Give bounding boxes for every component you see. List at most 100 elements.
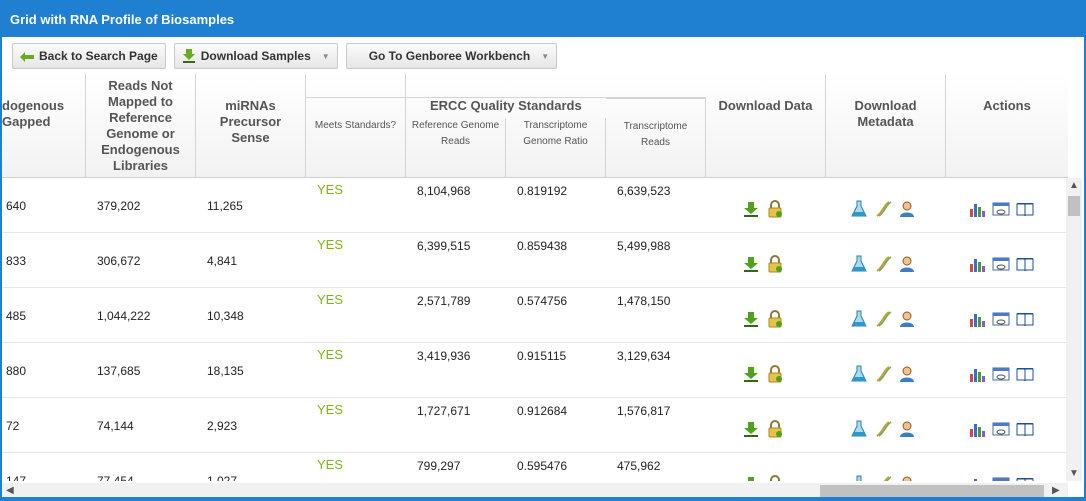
flask-icon[interactable] bbox=[850, 420, 868, 438]
link-window-icon[interactable] bbox=[992, 310, 1010, 328]
link-window-icon[interactable] bbox=[992, 365, 1010, 383]
dna-icon[interactable] bbox=[874, 255, 892, 273]
download-metadata-icons bbox=[850, 200, 916, 218]
link-window-icon[interactable] bbox=[992, 420, 1010, 438]
toolbar: Back to Search Page Download Samples ▼ G… bbox=[2, 37, 1084, 75]
scroll-right-icon[interactable]: ▶ bbox=[1052, 485, 1060, 496]
cell-reads-not-mapped: 137,685 bbox=[97, 364, 141, 378]
dna-icon[interactable] bbox=[874, 475, 892, 481]
col-endogenous-gapped[interactable]: dogenous Gapped bbox=[2, 74, 86, 178]
horizontal-scroll-thumb[interactable] bbox=[820, 485, 1044, 497]
bar-chart-icon[interactable] bbox=[968, 475, 986, 481]
book-icon[interactable] bbox=[1016, 310, 1034, 328]
book-icon[interactable] bbox=[1016, 255, 1034, 273]
dna-icon[interactable] bbox=[874, 365, 892, 383]
dna-icon[interactable] bbox=[874, 310, 892, 328]
flask-icon[interactable] bbox=[850, 475, 868, 481]
padlock-icon[interactable] bbox=[766, 255, 784, 273]
cell-transcriptome-genome-ratio: 0.859438 bbox=[517, 239, 568, 253]
bar-chart-icon[interactable] bbox=[968, 255, 986, 273]
bar-chart-icon[interactable] bbox=[968, 365, 986, 383]
col-download-metadata[interactable]: Download Metadata bbox=[826, 74, 946, 178]
cell-reads-not-mapped: 306,672 bbox=[97, 254, 141, 268]
person-icon[interactable] bbox=[898, 365, 916, 383]
table-row: 640 379,202 11,265 YES 8,104,968 0.81919… bbox=[2, 178, 1068, 233]
cell-transcriptome-genome-ratio: 0.595476 bbox=[517, 459, 568, 473]
col-actions[interactable]: Actions bbox=[983, 98, 1031, 113]
cell-mirnas-precursor: 2,923 bbox=[207, 419, 238, 433]
padlock-icon[interactable] bbox=[766, 200, 784, 218]
download-arrow-icon[interactable] bbox=[742, 365, 760, 383]
padlock-icon[interactable] bbox=[766, 475, 784, 481]
download-samples-label: Download Samples bbox=[200, 49, 311, 63]
person-icon[interactable] bbox=[898, 420, 916, 438]
flask-icon[interactable] bbox=[850, 365, 868, 383]
action-icons bbox=[968, 365, 1034, 383]
genboree-workbench-label: Go To Genboree Workbench bbox=[368, 49, 531, 63]
cell-transcriptome-genome-ratio: 0.819192 bbox=[517, 184, 568, 198]
col-mirnas-precursor[interactable]: miRNAs Precursor Sense bbox=[196, 74, 306, 178]
book-icon[interactable] bbox=[1016, 475, 1034, 481]
vertical-scrollbar[interactable]: ▲ ▼ bbox=[1066, 178, 1082, 481]
scroll-up-icon[interactable]: ▲ bbox=[1069, 180, 1079, 191]
chevron-down-icon: ▼ bbox=[321, 51, 330, 61]
cell-reference-genome-reads: 8,104,968 bbox=[417, 184, 471, 198]
back-to-search-button[interactable]: Back to Search Page bbox=[12, 43, 166, 69]
cell-reads-not-mapped: 77,454 bbox=[97, 474, 134, 481]
download-samples-button[interactable]: Download Samples ▼ bbox=[173, 43, 338, 69]
padlock-icon[interactable] bbox=[766, 420, 784, 438]
padlock-icon[interactable] bbox=[766, 365, 784, 383]
action-icons bbox=[968, 420, 1034, 438]
cell-transcriptome-reads: 475,962 bbox=[617, 459, 661, 473]
col-download-data[interactable]: Download Data bbox=[706, 74, 826, 178]
col-reads-not-mapped[interactable]: Reads Not Mapped to Reference Genome or … bbox=[86, 74, 196, 178]
cell-endogenous-gapped: 880 bbox=[6, 364, 27, 378]
bar-chart-icon[interactable] bbox=[968, 200, 986, 218]
vertical-scroll-thumb[interactable] bbox=[1068, 196, 1080, 216]
table-row: 833 306,672 4,841 YES 6,399,515 0.859438… bbox=[2, 233, 1068, 288]
genboree-workbench-button[interactable]: Go To Genboree Workbench ▼ bbox=[345, 43, 558, 69]
flask-icon[interactable] bbox=[850, 255, 868, 273]
col-transcriptome-genome-ratio[interactable]: Transcriptome Genome Ratio bbox=[506, 118, 606, 178]
dna-icon[interactable] bbox=[874, 420, 892, 438]
person-icon[interactable] bbox=[898, 310, 916, 328]
book-icon[interactable] bbox=[1016, 420, 1034, 438]
panel-title: Grid with RNA Profile of Biosamples bbox=[2, 2, 1084, 37]
padlock-icon[interactable] bbox=[766, 310, 784, 328]
download-arrow-icon[interactable] bbox=[742, 200, 760, 218]
col-meets-standards[interactable]: Meets Standards? bbox=[306, 74, 406, 178]
back-to-search-label: Back to Search Page bbox=[39, 49, 158, 63]
cell-transcriptome-reads: 1,576,817 bbox=[617, 404, 671, 418]
bar-chart-icon[interactable] bbox=[968, 420, 986, 438]
horizontal-scrollbar[interactable]: ◀ ▶ bbox=[2, 483, 1068, 499]
person-icon[interactable] bbox=[898, 475, 916, 481]
bar-chart-icon[interactable] bbox=[968, 310, 986, 328]
cell-endogenous-gapped: 640 bbox=[6, 199, 27, 213]
cell-mirnas-precursor: 18,135 bbox=[207, 364, 244, 378]
book-icon[interactable] bbox=[1016, 365, 1034, 383]
table-row: 485 1,044,222 10,348 YES 2,571,789 0.574… bbox=[2, 288, 1068, 343]
cell-meets-standards: YES bbox=[317, 347, 344, 362]
flask-icon[interactable] bbox=[850, 200, 868, 218]
person-icon[interactable] bbox=[898, 255, 916, 273]
link-window-icon[interactable] bbox=[992, 200, 1010, 218]
link-window-icon[interactable] bbox=[992, 255, 1010, 273]
col-reference-genome-reads[interactable]: Reference Genome Reads bbox=[406, 118, 506, 178]
col-transcriptome-reads[interactable]: Transcriptome Reads bbox=[606, 98, 706, 178]
download-arrow-icon[interactable] bbox=[742, 255, 760, 273]
person-icon[interactable] bbox=[898, 200, 916, 218]
download-metadata-icons bbox=[850, 420, 916, 438]
download-arrow-icon[interactable] bbox=[742, 420, 760, 438]
dna-icon[interactable] bbox=[874, 200, 892, 218]
download-metadata-icons bbox=[850, 365, 916, 383]
table-row: 880 137,685 18,135 YES 3,419,936 0.91511… bbox=[2, 343, 1068, 398]
book-icon[interactable] bbox=[1016, 200, 1034, 218]
flask-icon[interactable] bbox=[850, 310, 868, 328]
download-arrow-icon[interactable] bbox=[742, 475, 760, 481]
scroll-left-icon[interactable]: ◀ bbox=[6, 485, 14, 496]
link-window-icon[interactable] bbox=[992, 475, 1010, 481]
scroll-down-icon[interactable]: ▼ bbox=[1069, 468, 1079, 479]
group-divider bbox=[306, 97, 706, 98]
download-data-icons bbox=[742, 255, 784, 273]
download-arrow-icon[interactable] bbox=[742, 310, 760, 328]
